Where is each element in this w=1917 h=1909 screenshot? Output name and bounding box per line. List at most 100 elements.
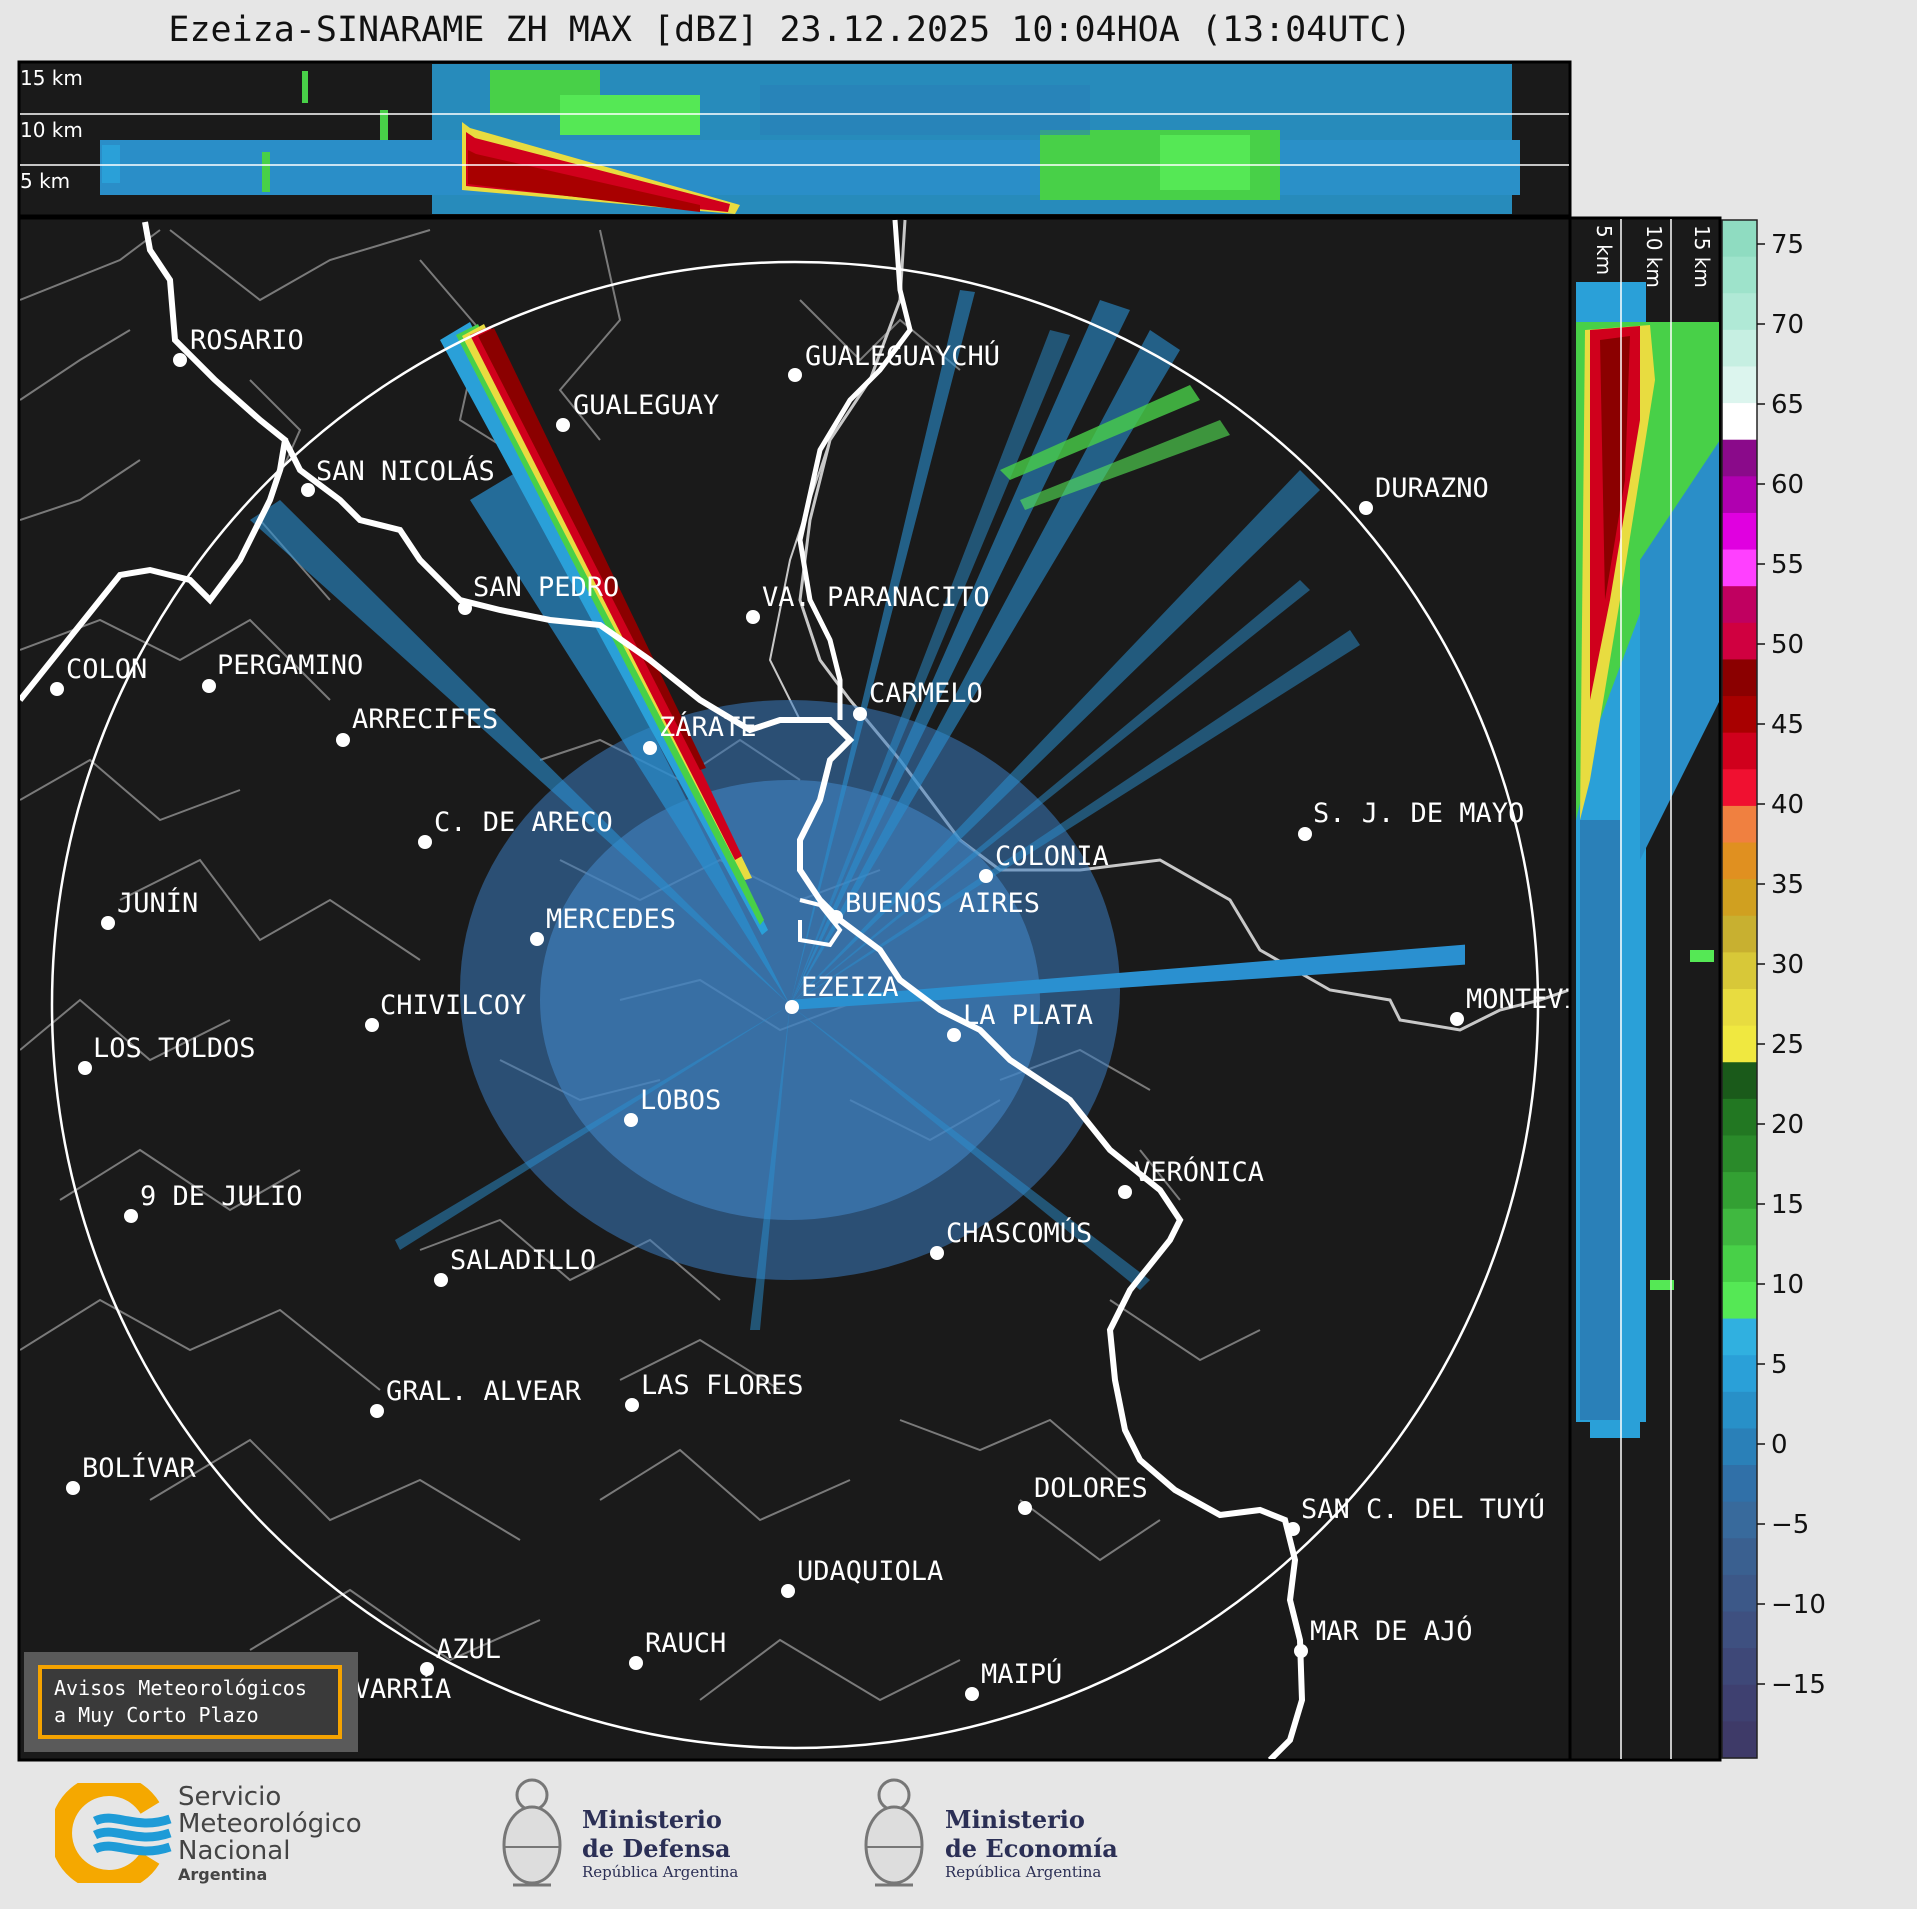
- colorbar-tick-label: 70: [1771, 310, 1804, 340]
- city-label-san-pedro: SAN PEDRO: [473, 572, 619, 603]
- city-label-gualeguay: GUALEGUAY: [573, 390, 719, 421]
- colorbar-tick-label: 65: [1771, 390, 1804, 420]
- city-label-bolivar: BOLÍVAR: [82, 1452, 197, 1484]
- city-dot-mar-de-ajo: [1294, 1644, 1308, 1658]
- city-dot-chascomus: [930, 1246, 944, 1260]
- radar-map: ROSARIO GUALEGUAYCHÚ GUALEGUAY SAN NICOL…: [17, 216, 1629, 1762]
- city-label-colon: COLON: [66, 654, 147, 685]
- colorbar-swatch: [1722, 1062, 1757, 1100]
- smn-line-1: Servicio: [178, 1782, 282, 1812]
- city-label-mar-de-ajo: MAR DE AJÓ: [1310, 1615, 1473, 1647]
- colorbar-swatch: [1722, 1391, 1757, 1430]
- colorbar-swatch: [1722, 879, 1757, 917]
- coastline: [20, 219, 1306, 1759]
- colorbar-swatch: [1722, 842, 1757, 880]
- city-label-durazno: DURAZNO: [1375, 473, 1489, 504]
- city-dot-lobos: [624, 1113, 638, 1127]
- city-label-gualeguaychu: GUALEGUAYCHÚ: [805, 340, 1000, 372]
- city-label-va-paranacito: VA. PARANACITO: [762, 582, 990, 613]
- city-dot-rosario: [173, 353, 187, 367]
- city-dot-9-de-julio: [124, 1209, 138, 1223]
- city-label-veronica: VERÓNICA: [1134, 1156, 1264, 1188]
- side-km-label-10: 10 km: [1642, 225, 1666, 288]
- colorbar-swatch: [1722, 915, 1757, 953]
- city-dot-azul: [420, 1662, 434, 1676]
- colorbar-tick-label: 75: [1771, 230, 1804, 260]
- warning-line-2: a Muy Corto Plazo: [54, 1703, 259, 1727]
- city-label-chivilcoy: CHIVILCOY: [380, 990, 526, 1021]
- city-label-saladillo: SALADILLO: [450, 1245, 596, 1276]
- coat-of-arms-icon: [502, 1778, 562, 1887]
- warning-box[interactable]: Avisos Meteorológicos a Muy Corto Plazo: [38, 1665, 342, 1739]
- city-label-azul: AZUL: [436, 1634, 501, 1665]
- colorbar-tick-label: 25: [1771, 1030, 1804, 1060]
- city-label-los-toldos: LOS TOLDOS: [93, 1033, 256, 1064]
- colorbar-tick-label: 45: [1771, 710, 1804, 740]
- colorbar-tick-label: 35: [1771, 870, 1804, 900]
- range-ring: [50, 260, 1540, 1750]
- city-dot-ezeiza: [785, 1000, 799, 1014]
- colorbar-swatch: [1722, 512, 1757, 551]
- colorbar-swatch: [1722, 732, 1757, 770]
- colorbar-tick-label: 15: [1771, 1190, 1804, 1220]
- radar-echoes: [250, 290, 1465, 1330]
- colorbar-swatch: [1722, 403, 1757, 441]
- page-title: Ezeiza-SINARAME ZH MAX [dBZ] 23.12.2025 …: [168, 10, 1412, 50]
- colorbar-swatch: [1722, 1611, 1757, 1649]
- city-dot-s-j-de-mayo: [1298, 827, 1312, 841]
- top-km-label-10: 10 km: [20, 118, 83, 142]
- colorbar-swatch: [1722, 1355, 1757, 1393]
- colorbar-tick-label: 30: [1771, 950, 1804, 980]
- city-dot-junin: [101, 916, 115, 930]
- colorbar-swatch: [1722, 1098, 1757, 1137]
- city-dot-la-plata: [947, 1028, 961, 1042]
- city-dot-colonia: [979, 869, 993, 883]
- city-dot-chivilcoy: [365, 1018, 379, 1032]
- colorbar-swatch: [1722, 586, 1757, 624]
- colorbar-swatch: [1722, 476, 1757, 514]
- colorbar-tick-label: 55: [1771, 550, 1804, 580]
- economia-line-1: Ministerio: [945, 1805, 1085, 1834]
- colorbar-swatch: [1722, 220, 1757, 258]
- city-dot-san-pedro: [458, 601, 472, 615]
- top-km-label-15: 15 km: [20, 66, 83, 90]
- city-dot-maipu: [965, 1687, 979, 1701]
- top-km-label-5: 5 km: [20, 169, 70, 193]
- city-markers: ROSARIO GUALEGUAYCHÚ GUALEGUAY SAN NICOL…: [50, 325, 1629, 1716]
- colorbar-swatch: [1722, 1684, 1757, 1722]
- city-dot-colon: [50, 682, 64, 696]
- city-dot-arrecifes: [336, 733, 350, 747]
- smn-line-3: Nacional: [178, 1836, 291, 1866]
- colorbar-tick-label: 20: [1771, 1110, 1804, 1140]
- colorbar-tick-label: 50: [1771, 630, 1804, 660]
- colorbar-swatch: [1722, 1538, 1757, 1576]
- top-cross-section: 15 km 10 km 5 km: [17, 60, 1572, 218]
- city-dot-buenos-aires: [829, 910, 843, 924]
- city-label-udaquiola: UDAQUIOLA: [797, 1556, 943, 1587]
- colorbar-swatch: [1722, 366, 1757, 404]
- colorbar-swatch: [1722, 1281, 1757, 1320]
- colorbar-swatch: [1722, 1648, 1757, 1686]
- city-label-chascomus: CHASCOMÚS: [946, 1217, 1092, 1249]
- city-label-mercedes: MERCEDES: [546, 904, 676, 935]
- city-dot-mercedes: [530, 932, 544, 946]
- city-label-colonia: COLONIA: [995, 841, 1109, 872]
- city-label-montevideo: MONTEVIDEO: [1466, 984, 1629, 1015]
- colorbar-tick-label: −15: [1771, 1670, 1826, 1700]
- city-label-ezeiza: EZEIZA: [801, 972, 899, 1003]
- colorbar-swatch: [1722, 1501, 1757, 1539]
- side-cross-section: 5 km 10 km 15 km: [1568, 216, 1722, 1762]
- colorbar-swatch: [1722, 1172, 1757, 1210]
- city-label-carmelo: CARMELO: [869, 678, 983, 709]
- city-label-arrecifes: ARRECIFES: [352, 704, 498, 735]
- colorbar-tick-label: 10: [1771, 1270, 1804, 1300]
- city-label-lobos: LOBOS: [640, 1085, 721, 1116]
- colorbar-swatch: [1722, 1135, 1757, 1173]
- colorbar-swatch: [1722, 1465, 1757, 1503]
- city-dot-durazno: [1359, 501, 1373, 515]
- colorbar-tick-label: −10: [1771, 1590, 1826, 1620]
- city-dot-san-c-del-tuyu: [1286, 1522, 1300, 1536]
- colorbar-swatch: [1722, 256, 1757, 294]
